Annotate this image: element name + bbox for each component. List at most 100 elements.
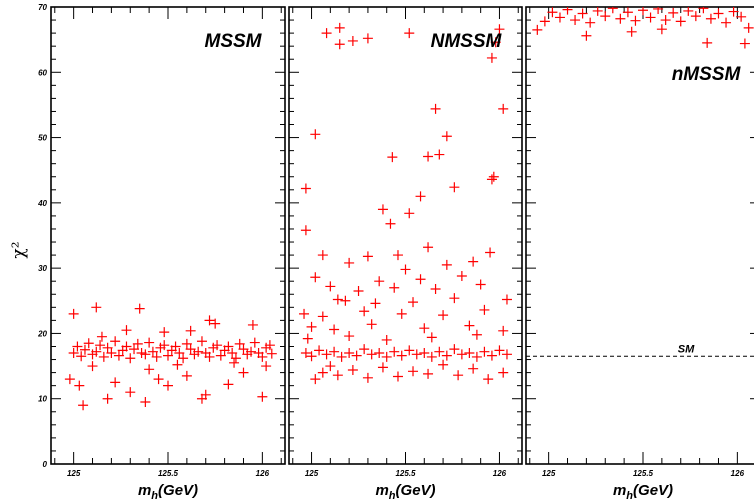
data-point bbox=[325, 361, 336, 372]
data-point bbox=[656, 24, 667, 35]
data-point bbox=[110, 377, 121, 388]
data-point bbox=[370, 298, 381, 309]
data-point bbox=[381, 351, 392, 362]
data-point bbox=[102, 393, 113, 404]
data-point bbox=[387, 152, 398, 163]
panel-1: 0 10 20 30 40 50 60 70 125 125.5 126 MSSM mh(GeV) bbox=[37, 3, 286, 502]
data-point bbox=[332, 294, 343, 305]
data-point bbox=[261, 361, 272, 372]
data-point bbox=[607, 7, 618, 14]
data-point bbox=[441, 350, 452, 361]
data-point bbox=[204, 351, 215, 362]
data-point bbox=[185, 344, 196, 355]
x-axis-label-unit: (GeV) bbox=[158, 482, 198, 499]
data-point bbox=[554, 12, 565, 23]
data-point bbox=[498, 103, 509, 114]
data-point bbox=[400, 264, 411, 275]
data-point bbox=[299, 308, 310, 319]
data-point bbox=[87, 361, 98, 372]
points-group bbox=[299, 22, 512, 385]
data-point bbox=[430, 284, 441, 295]
y-tick-label: 60 bbox=[38, 68, 47, 77]
data-point bbox=[600, 11, 611, 22]
data-point bbox=[163, 350, 173, 361]
data-point bbox=[377, 362, 388, 373]
data-point bbox=[238, 344, 249, 355]
data-point bbox=[456, 349, 467, 360]
data-point bbox=[486, 52, 497, 63]
data-point bbox=[300, 183, 311, 194]
data-point bbox=[630, 15, 641, 26]
data-point bbox=[144, 364, 155, 375]
data-point bbox=[728, 7, 739, 17]
data-point bbox=[151, 351, 162, 362]
data-point bbox=[163, 380, 173, 391]
data-point bbox=[302, 333, 313, 344]
data-point bbox=[113, 350, 124, 361]
data-point bbox=[366, 319, 377, 330]
data-point bbox=[392, 250, 403, 261]
data-point bbox=[172, 359, 183, 370]
data-point bbox=[547, 7, 558, 18]
data-point bbox=[238, 367, 249, 378]
data-point bbox=[501, 294, 512, 305]
x-tick-label: 125 bbox=[305, 469, 319, 478]
data-point bbox=[325, 281, 336, 292]
data-point bbox=[468, 363, 479, 374]
x-axis-label: mh(GeV) bbox=[375, 482, 435, 502]
data-point bbox=[532, 24, 543, 35]
data-point bbox=[638, 7, 648, 16]
data-point bbox=[362, 372, 373, 383]
data-point bbox=[392, 371, 403, 382]
data-point bbox=[74, 380, 85, 391]
data-point bbox=[408, 366, 419, 377]
data-point bbox=[98, 351, 109, 362]
data-point bbox=[300, 348, 311, 359]
data-point bbox=[449, 182, 460, 193]
data-point bbox=[96, 331, 107, 342]
data-point bbox=[494, 24, 505, 35]
data-point bbox=[234, 338, 245, 349]
data-point bbox=[223, 379, 234, 390]
x-axis-label-main: m bbox=[375, 482, 388, 499]
y-tick-label: 0 bbox=[43, 460, 48, 469]
data-point bbox=[95, 340, 106, 351]
data-point bbox=[78, 400, 89, 411]
data-point bbox=[743, 22, 754, 33]
data-point bbox=[125, 353, 136, 364]
data-point bbox=[705, 13, 716, 24]
data-point bbox=[76, 351, 87, 362]
data-point bbox=[434, 149, 445, 160]
data-point bbox=[334, 39, 345, 50]
data-point bbox=[622, 7, 633, 18]
data-point bbox=[581, 30, 592, 41]
data-point bbox=[423, 242, 434, 253]
data-point bbox=[310, 374, 321, 385]
data-point bbox=[449, 344, 460, 355]
x-axis-label-unit: (GeV) bbox=[633, 482, 673, 499]
data-point bbox=[79, 344, 90, 355]
data-point bbox=[340, 295, 351, 306]
data-point bbox=[246, 346, 257, 357]
panel-2: 125 125.5 126 NMSSM mh(GeV) bbox=[288, 6, 523, 502]
data-point bbox=[385, 218, 396, 229]
data-point bbox=[645, 12, 656, 23]
data-point bbox=[404, 28, 415, 39]
data-point bbox=[264, 340, 275, 351]
points-group bbox=[64, 302, 277, 411]
data-point bbox=[257, 351, 268, 362]
data-point bbox=[498, 367, 509, 378]
x-tick-label: 126 bbox=[493, 469, 507, 478]
panel-title: nMSSM bbox=[672, 64, 742, 85]
data-point bbox=[415, 274, 426, 285]
data-point bbox=[193, 346, 204, 357]
data-point bbox=[660, 15, 671, 26]
data-point bbox=[485, 247, 496, 258]
data-point bbox=[306, 321, 317, 332]
data-point bbox=[626, 26, 637, 37]
x-tick-label: 125.5 bbox=[395, 469, 416, 478]
data-point bbox=[468, 256, 479, 267]
data-point bbox=[501, 349, 512, 360]
data-point bbox=[426, 351, 437, 362]
